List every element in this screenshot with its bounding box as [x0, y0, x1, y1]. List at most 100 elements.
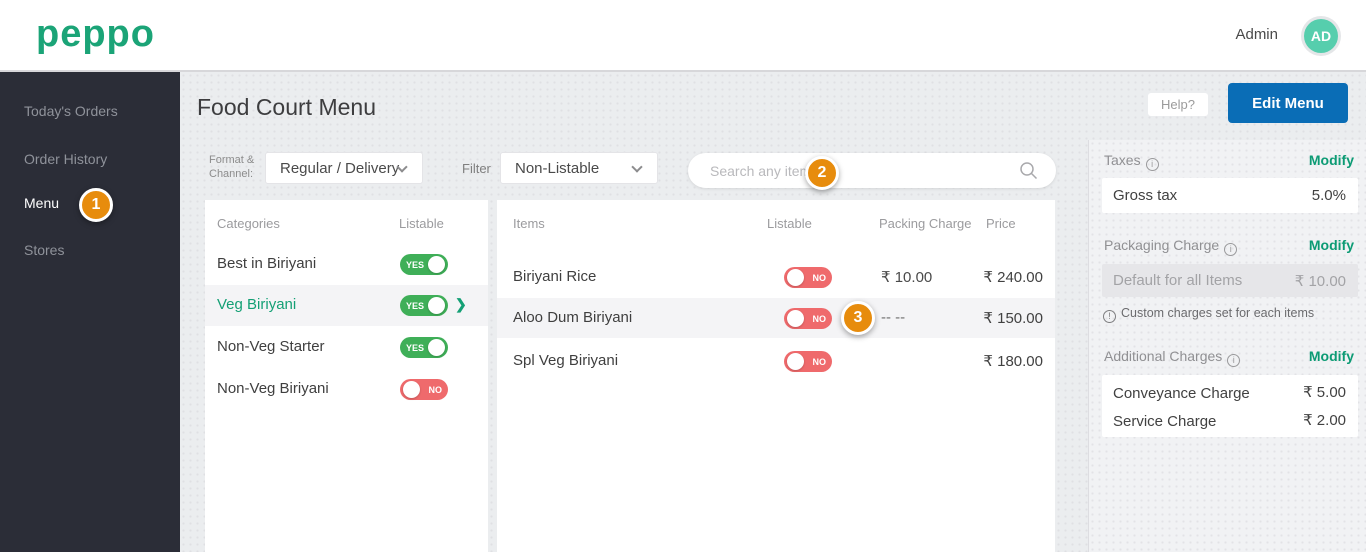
category-row[interactable]: Non-Veg Biriyani NO — [205, 369, 488, 410]
listable-toggle[interactable]: YES — [400, 295, 448, 316]
categories-listable-header: Listable — [399, 216, 444, 231]
toggle-label: YES — [406, 300, 425, 311]
sidebar-item-menu[interactable]: Menu — [24, 195, 60, 211]
format-channel-label-line1: Format & — [209, 154, 255, 166]
item-row[interactable]: Spl Veg Biriyani NO ₹ 180.00 — [497, 341, 1055, 381]
toggle-knob — [787, 310, 804, 327]
categories-column-header: Categories — [217, 216, 280, 231]
listable-toggle[interactable]: NO — [784, 351, 832, 372]
sidebar-item-stores[interactable]: Stores — [24, 242, 65, 258]
listable-toggle[interactable]: NO — [784, 308, 832, 329]
taxes-section-label: Taxes i — [1104, 152, 1159, 171]
category-name[interactable]: Veg Biriyani — [217, 296, 297, 313]
default-packaging-card: Default for all Items ₹ 10.00 — [1102, 264, 1358, 297]
category-name[interactable]: Best in Biriyani — [217, 255, 317, 272]
listable-toggle[interactable]: NO — [784, 267, 832, 288]
additional-charges-card: Conveyance Charge ₹ 5.00 Service Charge … — [1102, 375, 1358, 437]
additional-label-text: Additional Charges — [1104, 348, 1223, 364]
items-listable-header: Listable — [767, 216, 812, 231]
toggle-label: YES — [406, 259, 425, 270]
charge-name: Conveyance Charge — [1113, 385, 1250, 402]
toggle-label: NO — [812, 313, 827, 324]
toggle-knob — [787, 269, 804, 286]
chevron-down-icon — [631, 161, 643, 173]
price-value: ₹ 150.00 — [983, 310, 1043, 327]
category-row[interactable]: Best in Biriyani YES — [205, 244, 488, 285]
item-name[interactable]: Spl Veg Biriyani — [513, 352, 619, 369]
gross-tax-card: Gross tax 5.0% — [1102, 178, 1358, 213]
avatar[interactable]: AD — [1304, 19, 1338, 53]
price-value: ₹ 240.00 — [983, 269, 1043, 286]
categories-panel: Categories Listable Best in Biriyani YES… — [205, 200, 488, 552]
taxes-modify-link[interactable]: Modify — [1308, 152, 1354, 168]
default-packaging-name: Default for all Items — [1113, 272, 1243, 289]
listable-toggle[interactable]: YES — [400, 337, 448, 358]
info-icon[interactable]: i — [1227, 353, 1241, 367]
custom-charges-note-text: Custom charges set for each items — [1121, 306, 1315, 320]
toggle-label: NO — [428, 384, 443, 395]
category-row-selected[interactable]: Veg Biriyani YES ❯ — [205, 285, 488, 326]
help-button[interactable]: Help? — [1148, 93, 1208, 116]
sidebar-nav: Today's Orders Order History Menu Stores… — [0, 72, 180, 552]
admin-user-label: Admin — [1235, 26, 1278, 43]
annotation-marker-2: 2 — [805, 156, 839, 190]
main-content: Food Court Menu Help? Edit Menu Format &… — [180, 72, 1366, 552]
toggle-label: NO — [812, 272, 827, 283]
packing-charge-value: -- -- — [881, 309, 906, 326]
charge-name: Service Charge — [1113, 413, 1217, 430]
category-row[interactable]: Non-Veg Starter YES — [205, 327, 488, 368]
toggle-label: YES — [406, 342, 425, 353]
item-row-selected[interactable]: Aloo Dum Biriyani NO -- -- ₹ 150.00 3 — [497, 298, 1055, 338]
price-value: ₹ 180.00 — [983, 353, 1043, 370]
info-icon[interactable]: i — [1224, 242, 1238, 256]
packaging-label-text: Packaging Charge — [1104, 237, 1220, 253]
format-channel-dropdown[interactable]: Regular / Delivery — [265, 152, 423, 184]
filter-label: Filter — [462, 161, 491, 176]
toggle-knob — [787, 353, 804, 370]
annotation-marker-3: 3 — [841, 301, 875, 335]
top-bar: peppo Admin AD — [0, 0, 1366, 72]
charge-value: ₹ 2.00 — [1303, 412, 1346, 429]
info-icon[interactable]: i — [1145, 157, 1159, 171]
items-panel: Items Listable Packing Charge Price Biri… — [497, 200, 1055, 552]
filter-dropdown[interactable]: Non-Listable — [500, 152, 658, 184]
toggle-knob — [428, 339, 445, 356]
sidebar-item-todays-orders[interactable]: Today's Orders — [24, 103, 118, 119]
additional-modify-link[interactable]: Modify — [1308, 348, 1354, 364]
default-packaging-value: ₹ 10.00 — [1294, 273, 1346, 290]
item-name[interactable]: Aloo Dum Biriyani — [513, 309, 633, 326]
toggle-knob — [403, 381, 420, 398]
format-channel-value: Regular / Delivery — [280, 159, 400, 177]
sidebar-item-order-history[interactable]: Order History — [24, 151, 108, 167]
peppo-logo: peppo — [36, 13, 155, 55]
edit-menu-button[interactable]: Edit Menu — [1228, 83, 1348, 123]
warning-icon: ! — [1103, 309, 1116, 323]
items-column-header: Items — [513, 216, 545, 231]
charge-value: ₹ 5.00 — [1303, 384, 1346, 401]
packing-charge-value: ₹ 10.00 — [881, 269, 933, 286]
charges-summary-panel: Taxes i Modify Gross tax 5.0% Packaging C… — [1088, 140, 1366, 552]
additional-section-label: Additional Charges i — [1104, 348, 1241, 367]
item-name[interactable]: Biriyani Rice — [513, 268, 597, 285]
listable-toggle[interactable]: NO — [400, 379, 448, 400]
items-packing-header: Packing Charge — [879, 216, 972, 231]
search-bar — [688, 153, 1056, 188]
listable-toggle[interactable]: YES — [400, 254, 448, 275]
packaging-section-label: Packaging Charge i — [1104, 237, 1238, 256]
tax-name: Gross tax — [1113, 187, 1178, 204]
filter-value: Non-Listable — [515, 159, 600, 177]
search-input[interactable] — [710, 153, 1010, 188]
category-name[interactable]: Non-Veg Biriyani — [217, 380, 329, 397]
item-row[interactable]: Biriyani Rice NO ₹ 10.00 ₹ 240.00 — [497, 257, 1055, 297]
category-name[interactable]: Non-Veg Starter — [217, 338, 325, 355]
page-title: Food Court Menu — [197, 94, 376, 120]
search-icon[interactable] — [1019, 161, 1038, 185]
tax-value: 5.0% — [1311, 187, 1346, 204]
toggle-label: NO — [812, 356, 827, 367]
format-channel-label-line2: Channel: — [209, 168, 254, 180]
taxes-label-text: Taxes — [1104, 152, 1141, 168]
toggle-knob — [428, 297, 445, 314]
toggle-knob — [428, 256, 445, 273]
packaging-modify-link[interactable]: Modify — [1308, 237, 1354, 253]
